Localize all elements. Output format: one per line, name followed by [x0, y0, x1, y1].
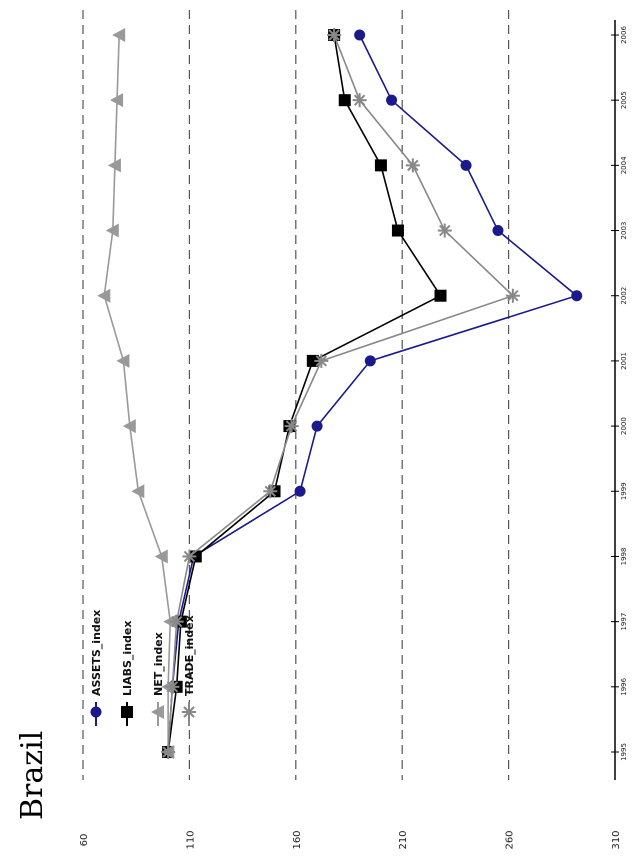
data-point: [352, 93, 367, 108]
year-tick-label: 2002: [620, 287, 628, 305]
series-line: [103, 34, 172, 752]
data-point: [182, 549, 197, 564]
data-point: [571, 290, 583, 302]
data-point: [311, 420, 323, 432]
chart-title: Brazil: [15, 731, 50, 820]
data-point: [182, 705, 196, 719]
series-layer: [97, 28, 583, 759]
legend: ASSETS_index LIABS_index NET_index TRADE_in…: [90, 610, 196, 726]
year-tick-label: 1999: [620, 482, 628, 500]
year-tick-label: 2006: [620, 26, 628, 44]
data-point: [374, 159, 387, 172]
year-tick-label: 1996: [620, 677, 628, 695]
year-tick-label: 2000: [620, 417, 628, 435]
value-tick-label: 160: [292, 830, 303, 849]
data-point: [434, 289, 447, 302]
year-tick-label: 1998: [620, 548, 628, 566]
data-point: [161, 745, 176, 759]
legend-label: NET_index: [152, 632, 165, 696]
year-tick-label: 1995: [620, 743, 628, 761]
data-point: [154, 549, 168, 564]
value-tick-label: 310: [611, 830, 622, 849]
data-point: [151, 705, 164, 719]
year-tick-label: 2005: [620, 91, 628, 109]
data-point: [107, 158, 121, 173]
data-point: [314, 353, 329, 368]
value-tick-label: 110: [185, 830, 196, 849]
data-point: [97, 288, 111, 303]
data-point: [131, 484, 145, 499]
data-point: [165, 679, 180, 694]
data-point: [405, 158, 420, 173]
value-tick-label: 60: [79, 834, 90, 847]
legend-label: LIABS_index: [121, 621, 134, 696]
data-point: [90, 706, 102, 718]
series-line: [167, 34, 579, 753]
year-tick-label: 2004: [620, 156, 628, 174]
year-axis: 1995 1996 1997 1998 1999 2000 2001 2002 2003 2004…: [611, 20, 628, 780]
value-axis: 60 110 160 210 260 310: [79, 830, 622, 849]
data-point: [116, 353, 130, 368]
data-point: [169, 614, 184, 629]
year-tick-label: 1997: [620, 613, 628, 631]
legend-label: TRADE_index: [183, 615, 196, 696]
data-point: [294, 485, 306, 497]
year-tick-label: 2003: [620, 222, 628, 240]
data-point: [354, 29, 366, 41]
data-point: [505, 288, 520, 303]
gridlines: [82, 10, 510, 780]
data-point: [263, 484, 278, 499]
data-point: [364, 355, 376, 367]
data-point: [338, 94, 351, 107]
series-line: [167, 34, 442, 753]
data-point: [112, 28, 126, 42]
series-line: [167, 34, 515, 753]
data-point: [437, 223, 452, 238]
data-point: [121, 706, 133, 718]
data-point: [284, 419, 299, 434]
data-point: [460, 159, 472, 171]
data-point: [391, 224, 404, 237]
data-point: [105, 223, 119, 238]
legend-label: ASSETS_index: [90, 610, 103, 696]
value-tick-label: 260: [505, 830, 516, 849]
data-point: [122, 419, 136, 434]
data-point: [327, 28, 342, 42]
year-tick-label: 2001: [620, 352, 628, 370]
data-point: [306, 354, 319, 367]
data-point: [110, 93, 124, 108]
value-tick-label: 210: [398, 830, 409, 849]
data-point: [492, 225, 504, 237]
data-point: [386, 94, 398, 106]
